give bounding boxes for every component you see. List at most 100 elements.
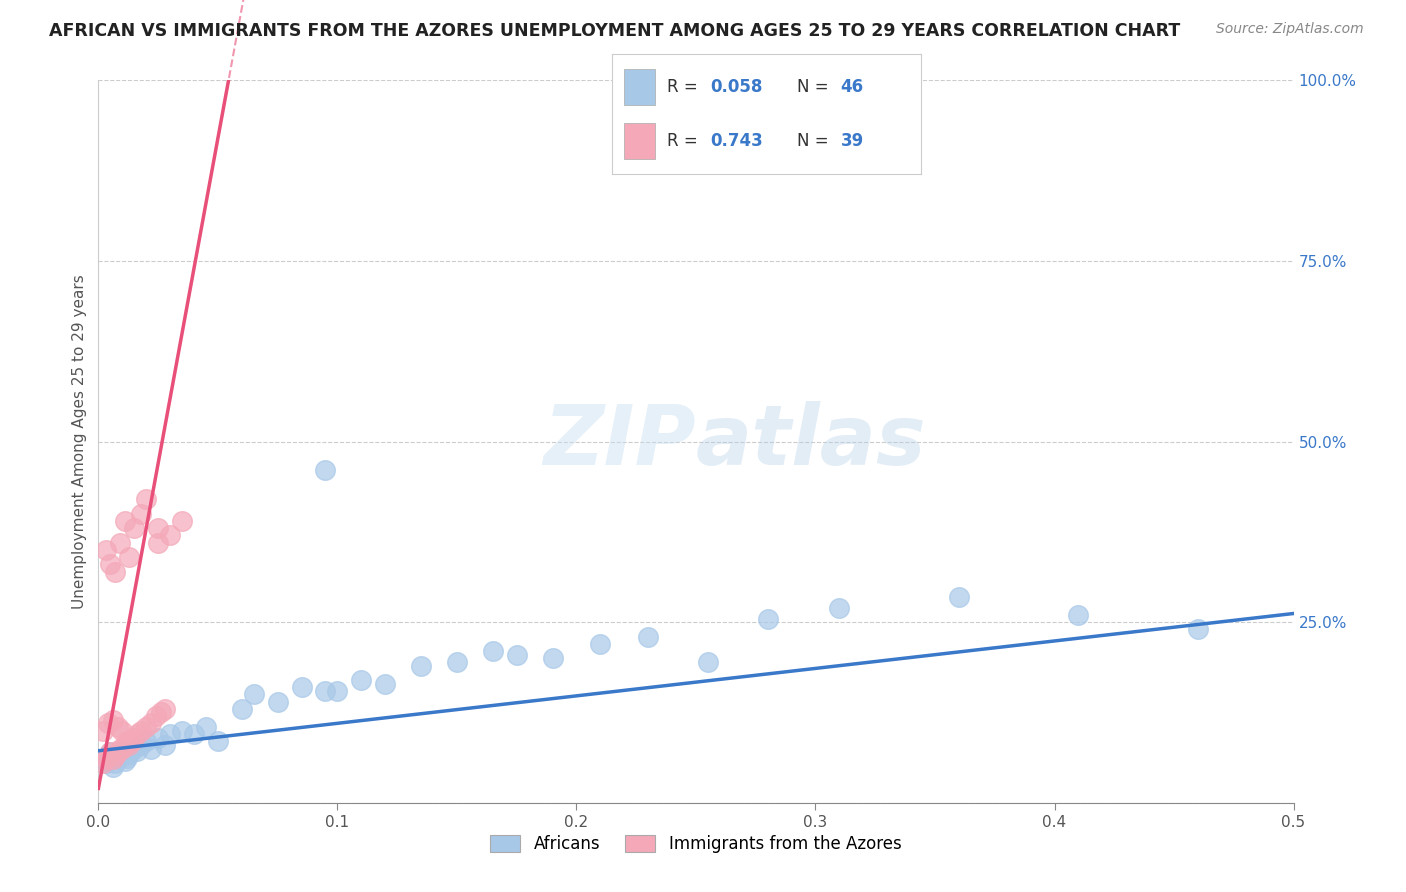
Point <box>97 748 120 763</box>
Point <box>107 745 129 759</box>
Text: N =: N = <box>797 78 834 96</box>
Text: Source: ZipAtlas.com: Source: ZipAtlas.com <box>1216 22 1364 37</box>
Point <box>98 558 122 572</box>
Point <box>94 752 117 766</box>
Point <box>159 727 181 741</box>
Point <box>291 680 314 694</box>
Point <box>1187 623 1209 637</box>
Point <box>125 727 148 741</box>
Text: 39: 39 <box>841 132 863 151</box>
Point <box>195 720 218 734</box>
Point <box>108 741 131 756</box>
Point <box>97 748 120 763</box>
Point <box>506 648 529 662</box>
Point <box>94 542 117 557</box>
Point <box>541 651 564 665</box>
Point <box>101 752 124 766</box>
Point <box>108 748 131 763</box>
Point <box>131 738 153 752</box>
Point <box>124 521 146 535</box>
Point <box>97 716 120 731</box>
Point <box>115 751 138 765</box>
Point <box>315 463 337 477</box>
Point <box>159 528 181 542</box>
Point <box>135 734 157 748</box>
Text: R =: R = <box>668 132 703 151</box>
Text: 46: 46 <box>841 78 863 96</box>
Point <box>135 492 157 507</box>
Legend: Africans, Immigrants from the Azores: Africans, Immigrants from the Azores <box>484 828 908 860</box>
Y-axis label: Unemployment Among Ages 25 to 29 years: Unemployment Among Ages 25 to 29 years <box>72 274 87 609</box>
Text: N =: N = <box>797 132 834 151</box>
Point <box>148 535 170 549</box>
Point <box>637 630 659 644</box>
Point <box>121 734 143 748</box>
Point <box>1067 607 1090 622</box>
Point <box>108 535 131 549</box>
Point <box>145 709 167 723</box>
Point <box>107 752 129 766</box>
Point <box>98 745 122 759</box>
Point <box>115 734 138 748</box>
Point <box>104 756 127 770</box>
Point <box>231 702 253 716</box>
Point <box>481 644 505 658</box>
Point <box>118 747 141 761</box>
Point <box>124 741 146 756</box>
Point <box>118 738 141 752</box>
Point <box>149 706 172 720</box>
Point <box>111 723 134 738</box>
FancyBboxPatch shape <box>624 70 655 105</box>
Point <box>411 658 433 673</box>
Point <box>183 727 205 741</box>
Point <box>135 720 157 734</box>
Point <box>91 756 114 770</box>
Point <box>243 687 266 701</box>
Point <box>697 655 720 669</box>
Point <box>104 748 127 763</box>
Point <box>94 756 117 770</box>
Point <box>172 723 194 738</box>
Point <box>350 673 373 687</box>
Point <box>828 600 851 615</box>
Point <box>155 702 177 716</box>
Point <box>114 754 136 768</box>
FancyBboxPatch shape <box>624 123 655 160</box>
Point <box>446 655 468 669</box>
Point <box>756 611 779 625</box>
Point <box>114 738 136 752</box>
Point <box>139 741 162 756</box>
Text: 0.743: 0.743 <box>710 132 763 151</box>
Point <box>267 695 290 709</box>
Point <box>374 676 396 690</box>
Point <box>101 760 124 774</box>
Point <box>125 744 148 758</box>
Point <box>101 713 124 727</box>
Point <box>589 637 612 651</box>
Point <box>91 752 114 766</box>
Point <box>118 550 141 565</box>
Point <box>111 741 134 756</box>
Point <box>91 723 114 738</box>
Point <box>124 731 146 745</box>
Point <box>172 514 194 528</box>
Text: AFRICAN VS IMMIGRANTS FROM THE AZORES UNEMPLOYMENT AMONG AGES 25 TO 29 YEARS COR: AFRICAN VS IMMIGRANTS FROM THE AZORES UN… <box>49 22 1181 40</box>
Point <box>155 738 177 752</box>
Point <box>948 590 970 604</box>
Point <box>148 521 170 535</box>
Point <box>207 734 229 748</box>
Text: R =: R = <box>668 78 703 96</box>
Text: 0.058: 0.058 <box>710 78 763 96</box>
Point <box>104 565 127 579</box>
Text: atlas: atlas <box>696 401 927 482</box>
Point <box>326 683 349 698</box>
Point <box>107 720 129 734</box>
Text: ZIP: ZIP <box>543 401 696 482</box>
Point <box>111 745 134 759</box>
Point <box>139 716 162 731</box>
Point <box>114 514 136 528</box>
Point <box>98 745 122 759</box>
Point <box>131 507 153 521</box>
Point <box>131 723 153 738</box>
Point <box>148 731 170 745</box>
